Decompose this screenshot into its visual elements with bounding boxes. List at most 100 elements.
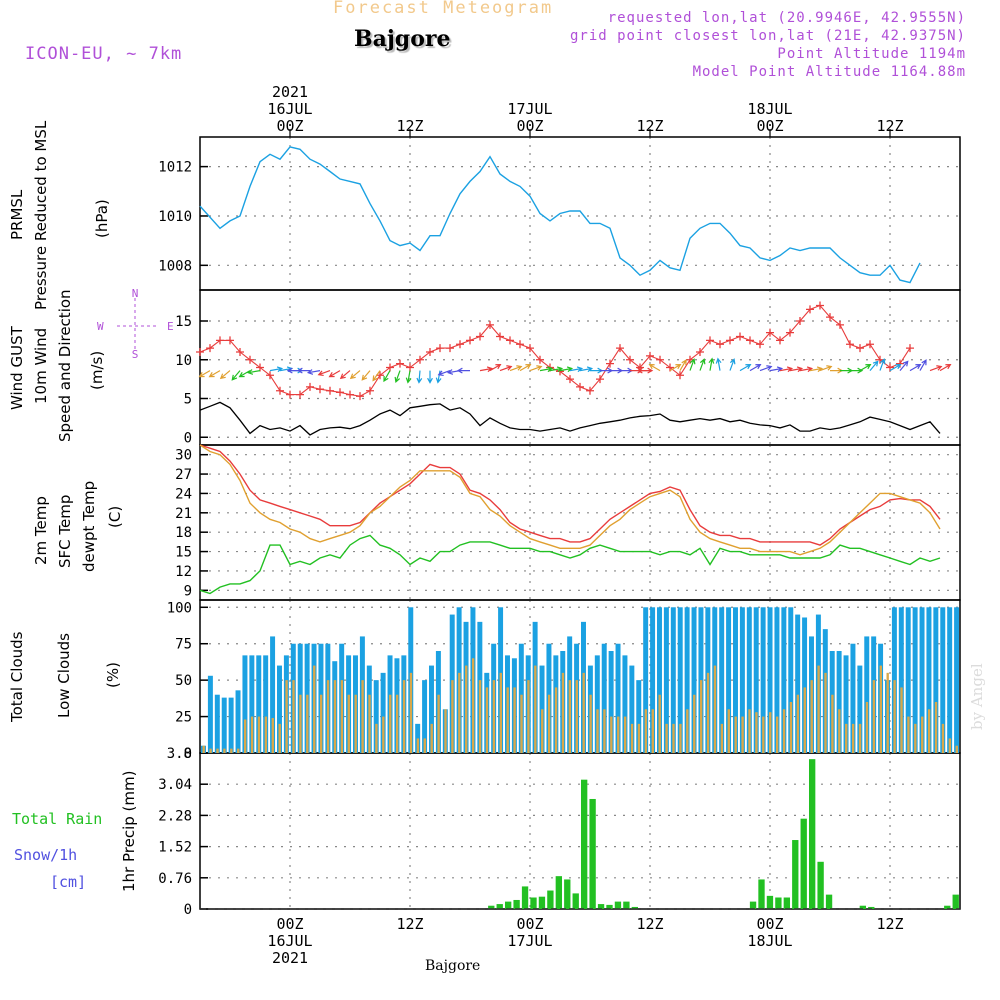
low-clouds-bar	[596, 709, 599, 753]
top-time-label: 17JUL	[507, 100, 552, 118]
precip-bar	[944, 905, 951, 909]
total-clouds-bar	[277, 665, 282, 753]
total-clouds-bar	[898, 607, 904, 753]
precip-ytick-label: 3.8	[167, 746, 192, 762]
low-clouds-bar	[686, 709, 689, 753]
wind-gust-marker	[596, 375, 604, 384]
top-time-label: 16JUL	[267, 100, 312, 118]
wind-gust-marker	[826, 313, 834, 322]
wind-gust-marker	[816, 301, 824, 310]
total-clouds-bar	[221, 697, 227, 753]
low-clouds-bar	[257, 716, 261, 753]
bottom-time-label: 18JUL	[747, 932, 792, 950]
total-clouds-bar	[677, 607, 683, 753]
wind-gust-marker	[856, 344, 864, 353]
wind-gust-marker	[646, 351, 654, 360]
low-clouds-bar	[741, 716, 744, 753]
low-clouds-bar	[547, 694, 551, 753]
low-clouds-bar	[665, 723, 668, 753]
low-clouds-bar	[838, 709, 841, 753]
wind-gust-marker	[716, 340, 724, 349]
temp-2m-line	[199, 444, 941, 546]
rain-legend: Total Rain	[12, 810, 103, 828]
wind-direction-arrow	[679, 359, 687, 371]
precip-bar	[606, 904, 613, 909]
total-clouds-bar	[270, 636, 276, 753]
pressure-line	[199, 146, 921, 284]
low-clouds-bar	[237, 748, 240, 753]
low-clouds-bar	[858, 723, 862, 753]
wind-direction-arrow	[269, 366, 284, 373]
precip-bar	[825, 894, 833, 909]
total-clouds-bar	[594, 655, 600, 753]
clouds-ytick-label: 100	[167, 600, 192, 616]
clouds-ytick-label: 0	[184, 746, 192, 762]
wind-gust-marker	[586, 386, 594, 395]
precip-bar	[614, 901, 622, 909]
wind-direction-arrow	[919, 359, 927, 371]
wind-gust-marker	[726, 336, 734, 345]
wind-direction-arrow	[789, 366, 804, 373]
wind-ytick-label: 15	[175, 314, 192, 330]
wind-direction-arrow	[231, 370, 241, 381]
total-clouds-bar	[636, 680, 642, 753]
compass-east: E	[167, 320, 174, 333]
total-clouds-bar	[905, 607, 911, 753]
low-clouds-bar	[651, 709, 654, 753]
low-clouds-bar	[893, 680, 896, 753]
precip-bar	[859, 905, 866, 909]
total-clouds-bar	[601, 643, 607, 753]
total-clouds-bar	[843, 655, 849, 753]
low-clouds-bar	[865, 702, 869, 753]
wind-gust-marker	[386, 363, 394, 372]
low-clouds-bar	[941, 723, 945, 753]
wind-direction-arrow	[435, 370, 442, 384]
low-clouds-bar	[250, 716, 254, 753]
low-clouds-bar	[423, 738, 426, 753]
wind-gust-marker	[676, 371, 684, 380]
wind-direction-arrow	[479, 366, 494, 373]
low-clouds-bar	[748, 709, 751, 753]
compass-south: S	[132, 348, 139, 361]
wind-direction-arrow	[899, 360, 909, 371]
wind-direction-arrow	[317, 370, 331, 377]
precip-bar	[800, 818, 807, 909]
low-clouds-bar	[679, 723, 682, 753]
grid-point-coords: grid point closest lon,lat (21E, 42.9375…	[569, 28, 966, 44]
wind-gust-marker	[626, 355, 634, 364]
clouds-ytick-label: 75	[175, 637, 192, 653]
total-clouds-bar	[235, 690, 241, 753]
bottom-time-label: 12Z	[876, 915, 903, 933]
snow-unit-legend: [cm]	[50, 873, 87, 891]
total-clouds-bar	[380, 672, 386, 753]
low-clouds-bar	[782, 709, 786, 753]
low-clouds-bar	[306, 694, 309, 753]
low-clouds-bar	[444, 709, 447, 753]
total-clouds-bar	[954, 607, 960, 753]
wind-gust-marker	[516, 340, 524, 349]
precip-bar	[538, 896, 546, 909]
low-clouds-bar	[886, 672, 889, 753]
total-clouds-bar	[422, 680, 428, 753]
wind-gust-marker	[456, 340, 464, 349]
low-clouds-bar	[382, 716, 385, 753]
total-clouds-bar	[663, 607, 669, 753]
precip-bar	[521, 886, 529, 909]
model-name: ICON-EU, ~ 7km	[25, 44, 183, 64]
total-clouds-bar	[670, 607, 676, 753]
low-clouds-bar	[603, 709, 606, 753]
wind-gust-marker	[836, 320, 844, 329]
point-altitude: Point Altitude 1194m	[777, 46, 966, 62]
low-clouds-bar	[803, 687, 806, 753]
total-clouds-bar	[429, 665, 434, 753]
low-clouds-bar	[368, 694, 371, 753]
low-clouds-bar	[644, 709, 648, 753]
low-clouds-bar	[209, 748, 212, 753]
precip-bar	[783, 897, 790, 909]
low-clouds-bar	[623, 716, 627, 753]
low-clouds-bar	[347, 694, 350, 753]
wind-gust-marker	[876, 355, 884, 364]
low-clouds-bar	[568, 680, 572, 753]
wind-direction-arrow	[648, 363, 661, 372]
snow-legend: Snow/1h	[14, 846, 78, 864]
